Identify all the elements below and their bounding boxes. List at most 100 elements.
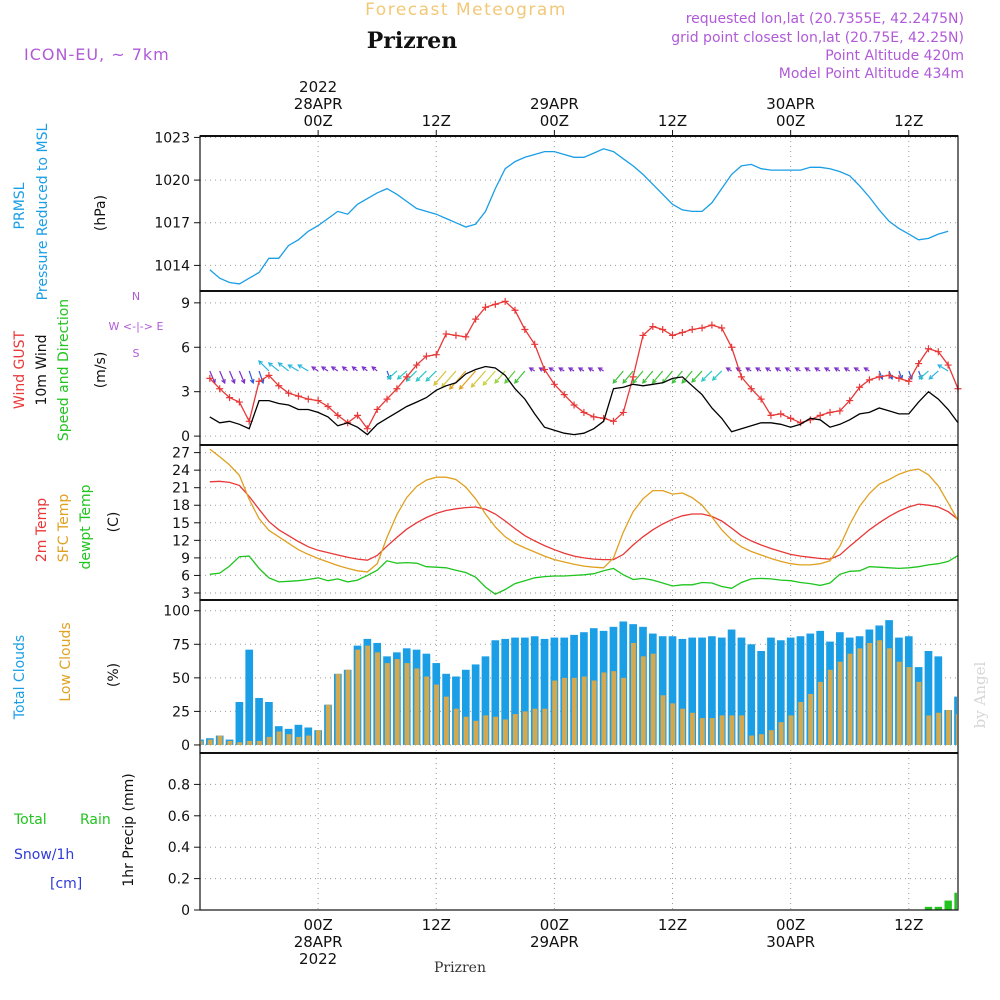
bar-total-clouds [245,649,254,745]
wind-arrow [928,370,939,380]
bar-total-clouds [678,638,687,745]
gust-marker [924,345,932,353]
bar-total-clouds [954,696,957,745]
gust-marker [639,331,647,339]
wind-arrow [258,360,270,372]
bar-low-clouds [473,720,479,745]
bar-low-clouds [818,681,823,745]
wind-arrow [425,370,437,382]
bar-low-clouds [758,734,764,745]
wind-arrow [652,370,664,384]
wind-arrow [288,364,299,372]
wind-arrow [712,370,723,381]
wind-arrow [919,370,929,380]
time-label-bottom: 2022 [299,950,337,968]
wind-arrow [482,370,496,386]
bar-total-clouds [658,636,667,745]
panel-frame [199,135,959,292]
compass-s: S [133,347,140,360]
bar-low-clouds [581,676,587,745]
wind-arrow [248,370,254,384]
gust-marker [934,348,942,356]
wind-arrow [662,370,673,384]
gust-marker [383,395,391,403]
wind-arrow [415,370,427,382]
bar-low-clouds [877,640,883,745]
wind-arrow-head [311,366,317,371]
bar-low-clouds [355,649,361,745]
bar-total-clouds [265,702,273,745]
wind-arrow [219,370,226,384]
bar-low-clouds [621,677,627,745]
wind-arrow-head [823,367,830,372]
bar-low-clouds [808,693,814,745]
y-tick-label: 6 [181,340,190,356]
bar-low-clouds [247,740,252,745]
wind-arrow-head [514,378,519,384]
gust-marker [304,395,312,403]
wind-arrow-head [681,378,687,384]
bar-low-clouds [404,663,410,745]
gust-marker [442,330,450,338]
y-tick-label: 21 [172,481,190,497]
bar-low-clouds [503,719,508,745]
wind-arrow [433,370,447,386]
wind-arrow [397,370,408,380]
bar-total-clouds [727,629,736,745]
wind-arrow-head [853,367,859,372]
wind-arrow-head [794,367,800,372]
wind-arrow [459,370,477,390]
bar-total-rain [954,892,957,910]
watermark: by Angel [971,661,989,728]
wind-arrow-head [843,367,849,372]
wind-arrow-head [568,367,574,372]
wind-arrow-head [297,364,303,369]
time-label-top: 29APR [530,95,579,113]
bar-total-clouds [688,637,697,745]
gust-marker [718,324,726,332]
wind-arrow-head [814,367,820,372]
bar-low-clouds [749,735,755,745]
compass-we: W <-|-> E [109,320,164,333]
y-tick-label: 0.6 [168,809,190,825]
y-tick-label: 0.8 [168,777,190,793]
wind-arrow-head [386,374,392,380]
wind-arrow [701,370,713,382]
wind-arrow-head [725,367,731,372]
time-label-top: 28APR [294,95,343,113]
bar-low-clouds [798,702,804,745]
bar-total-clouds [501,638,510,745]
bar-low-clouds [601,672,607,745]
bar-total-clouds [481,656,490,745]
precip-legend-cm: [cm] [50,876,82,892]
bar-total-clouds [786,637,795,745]
time-label-bottom: 00Z [303,916,332,934]
bar-total-clouds [708,636,716,745]
bar-low-clouds [463,716,469,745]
bar-total-clouds [806,633,815,745]
product-title: Forecast Meteogram [365,0,567,20]
wind-arrow-head [863,367,869,372]
bar-total-rain [934,906,943,910]
bar-low-clouds [945,710,951,745]
clouds-unit: (%) [106,663,122,687]
pressure-unit: (hPa) [93,195,109,231]
bar-low-clouds [827,669,833,745]
bar-low-clouds [886,648,892,745]
y-tick-label: 0 [181,429,190,445]
wind-arrow [504,370,516,384]
wind-arrow-head [415,376,421,382]
marks-layer [201,148,962,910]
bar-low-clouds [512,714,518,745]
gust-marker [531,340,539,348]
wind-arrow-head [482,380,488,386]
model-label: ICON-EU, ~ 7km [24,45,170,64]
panel-layer [200,136,958,911]
gust-marker [462,333,470,341]
gust-marker [737,373,745,381]
y-tick-label: 100 [163,604,190,620]
gust-marker [481,303,489,311]
bar-low-clouds [630,642,636,745]
time-label-top: 12Z [422,112,451,130]
time-label-top: 12Z [658,112,687,130]
